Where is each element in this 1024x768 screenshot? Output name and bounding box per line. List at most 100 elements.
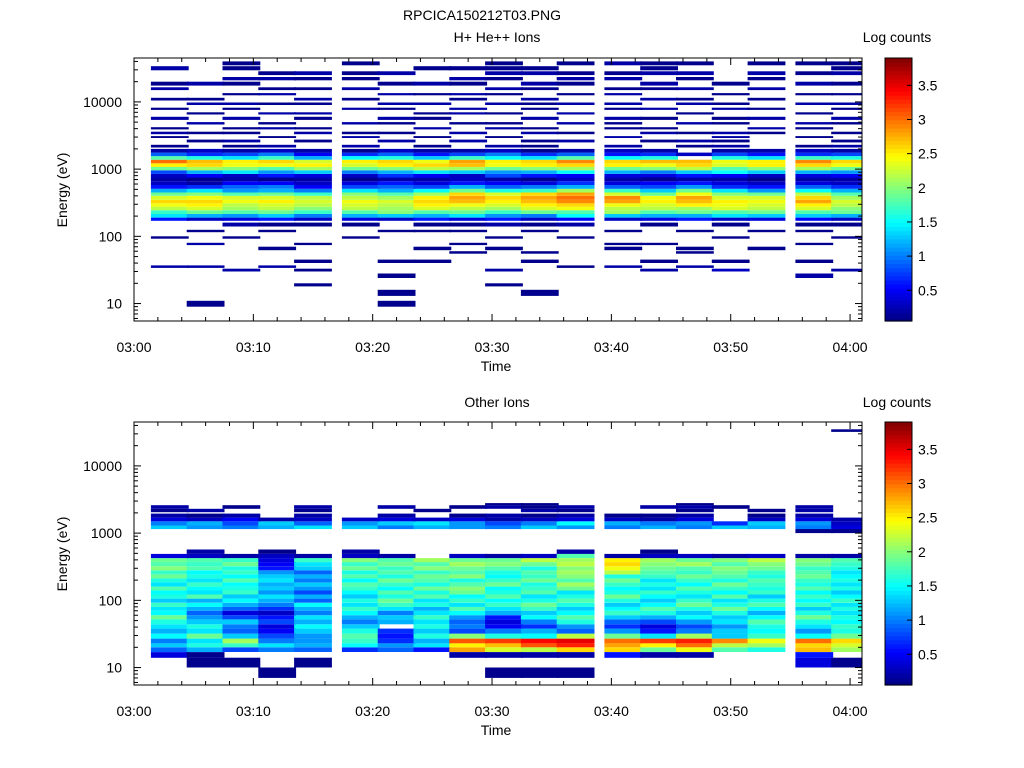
heatmap-cell <box>676 122 714 125</box>
heatmap-cell <box>449 602 488 607</box>
colorbar-segment <box>885 300 912 306</box>
heatmap-cell <box>186 97 225 101</box>
heatmap-cell <box>449 122 488 125</box>
heatmap-cell <box>341 87 380 91</box>
heatmap-cell <box>413 590 452 595</box>
heatmap-cell <box>711 159 750 164</box>
heatmap-cell <box>795 570 834 575</box>
heatmap-cell <box>186 525 225 530</box>
heatmap-cell <box>831 566 862 571</box>
colorbar-tick-label: 2.5 <box>918 146 938 162</box>
y-tick-label: 1000 <box>91 161 122 177</box>
heatmap-cell <box>413 159 452 164</box>
heatmap-cell <box>341 152 380 157</box>
heatmap-cell <box>150 638 189 644</box>
colorbar-segment <box>885 487 912 493</box>
heatmap-cell <box>150 586 189 591</box>
heatmap-cell <box>258 177 297 182</box>
colorbar-segment <box>885 62 912 67</box>
heatmap-cell <box>831 529 862 534</box>
heatmap-cell <box>341 525 380 530</box>
heatmap-cell <box>676 570 714 575</box>
heatmap-cell <box>413 222 452 227</box>
heatmap-cell <box>413 127 452 130</box>
heatmap-cell <box>150 590 189 595</box>
heatmap-cell <box>520 81 559 86</box>
heatmap-cell <box>520 166 559 171</box>
colorbar-segment <box>885 197 912 203</box>
heatmap-cell <box>294 203 332 207</box>
heatmap-cell <box>341 628 380 634</box>
heatmap-cell <box>222 268 261 272</box>
heatmap-cell <box>711 206 750 211</box>
heatmap-cell <box>604 148 643 153</box>
heatmap-cell <box>222 181 261 185</box>
heatmap-cell <box>747 574 786 579</box>
heatmap-cell <box>640 562 678 567</box>
heatmap-cell <box>222 566 261 571</box>
heatmap-cell <box>604 562 643 567</box>
heatmap-cell <box>186 112 225 115</box>
heatmap-cell <box>413 136 452 138</box>
heatmap-cell <box>676 177 714 182</box>
heatmap-cell <box>747 643 786 648</box>
heatmap-cell <box>604 116 643 120</box>
heatmap-cell <box>795 517 834 522</box>
heatmap-cell <box>449 97 488 101</box>
colorbar-tick-label: 1.5 <box>918 214 938 230</box>
heatmap-cell <box>711 570 750 575</box>
heatmap-cell <box>520 570 559 575</box>
heatmap-cell <box>150 578 189 583</box>
heatmap-cell <box>258 615 297 620</box>
colorbar-segment <box>885 58 912 63</box>
heatmap-cell <box>485 558 523 563</box>
colorbar-segment <box>885 549 912 555</box>
heatmap-cell <box>150 97 189 101</box>
heatmap-cell <box>294 570 332 575</box>
colorbar-segment <box>885 495 912 501</box>
heatmap-cell <box>186 195 225 200</box>
heatmap-cell <box>377 633 416 639</box>
heatmap-cell <box>831 638 862 644</box>
heatmap-cell <box>294 222 332 227</box>
heatmap-cell <box>795 513 834 518</box>
heatmap-cell <box>258 570 297 575</box>
heatmap-cell <box>377 206 416 211</box>
colorbar-segment <box>885 222 912 228</box>
heatmap-cell <box>676 251 714 254</box>
heatmap-cell <box>795 166 834 171</box>
heatmap-cell <box>341 582 380 587</box>
colorbar-segment <box>885 532 912 538</box>
heatmap-cell <box>222 606 261 611</box>
heatmap-cell <box>520 582 559 587</box>
heatmap-cell <box>485 102 523 105</box>
heatmap-cell <box>640 647 678 652</box>
heatmap-cell <box>413 166 452 171</box>
heatmap-cell <box>413 148 452 153</box>
heatmap-cell <box>258 549 297 554</box>
heatmap-cell <box>186 163 225 167</box>
heatmap-cell <box>186 159 225 164</box>
heatmap-cell <box>520 97 559 101</box>
heatmap-cell <box>795 633 834 639</box>
heatmap-cell <box>294 578 332 583</box>
heatmap-cell <box>520 102 559 105</box>
heatmap-cell <box>676 521 714 526</box>
heatmap-cell <box>747 578 786 583</box>
heatmap-cell <box>831 93 862 96</box>
heatmap-cell <box>604 166 643 171</box>
heatmap-cell <box>556 521 595 526</box>
colorbar-segment <box>885 594 912 600</box>
heatmap-cell <box>413 638 452 644</box>
heatmap-cell <box>150 81 189 86</box>
heatmap-cell <box>556 558 595 563</box>
heatmap-cell <box>747 87 786 91</box>
heatmap-cell <box>341 131 380 135</box>
heatmap-cell <box>186 81 225 86</box>
heatmap-cell <box>676 503 714 506</box>
heatmap-cell <box>676 112 714 115</box>
heatmap-cell <box>520 116 559 120</box>
heatmap-cell <box>747 562 786 567</box>
heatmap-cell <box>186 590 225 595</box>
heatmap-cell <box>711 199 750 204</box>
